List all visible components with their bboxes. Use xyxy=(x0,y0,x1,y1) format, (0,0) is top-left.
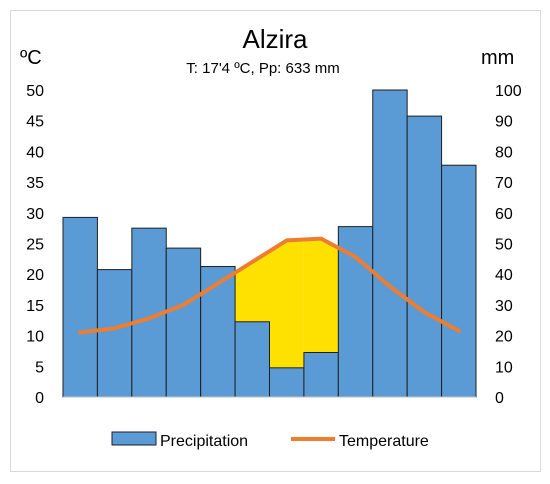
precipitation-bar xyxy=(303,351,339,398)
left-tick-label: 20 xyxy=(26,267,44,284)
right-tick-label: 50 xyxy=(495,237,513,254)
precipitation-bar xyxy=(96,269,133,398)
temperature-line xyxy=(78,236,461,335)
left-tick-label: 25 xyxy=(26,237,44,254)
chart-frame xyxy=(10,10,541,472)
right-axis-unit: mm xyxy=(481,47,514,69)
precipitation-bar xyxy=(441,164,477,398)
right-tick-label: 90 xyxy=(495,114,513,131)
precipitation-bar xyxy=(372,89,408,398)
right-tick-label: 60 xyxy=(495,206,513,223)
left-tick-label: 0 xyxy=(35,390,44,407)
arid-period-area xyxy=(303,238,339,353)
arid-period-area xyxy=(269,239,304,368)
left-tick-label: 40 xyxy=(26,144,44,161)
precipitation-bar xyxy=(234,321,270,398)
right-tick-label: 80 xyxy=(495,144,513,161)
right-tick-label: 10 xyxy=(495,359,513,376)
legend-label-temperature: Temperature xyxy=(339,433,429,450)
chart-title: Alzira xyxy=(242,24,308,54)
right-tick-label: 100 xyxy=(495,83,522,100)
right-tick-label: 20 xyxy=(495,329,513,346)
right-tick-label: 0 xyxy=(495,390,504,407)
right-tick-label: 30 xyxy=(495,298,513,315)
precipitation-bar xyxy=(165,247,202,398)
left-tick-label: 45 xyxy=(26,114,44,131)
left-tick-label: 50 xyxy=(26,83,44,100)
chart-subtitle: T: 17'4 ºC, Pp: 633 mm xyxy=(186,60,339,77)
left-tick-label: 10 xyxy=(26,329,44,346)
precipitation-bar xyxy=(62,216,98,398)
legend-swatch-precipitation xyxy=(111,431,157,446)
right-tick-label: 40 xyxy=(495,267,513,284)
left-tick-label: 30 xyxy=(26,206,44,223)
left-tick-label: 35 xyxy=(26,175,44,192)
precipitation-bar xyxy=(200,266,236,398)
precipitation-bar xyxy=(406,115,443,398)
legend-label-precipitation: Precipitation xyxy=(160,433,248,450)
left-tick-label: 15 xyxy=(26,298,44,315)
right-tick-label: 70 xyxy=(495,175,513,192)
precipitation-bar xyxy=(269,367,305,398)
left-tick-label: 5 xyxy=(35,359,44,376)
left-axis-unit: ºC xyxy=(20,47,42,69)
